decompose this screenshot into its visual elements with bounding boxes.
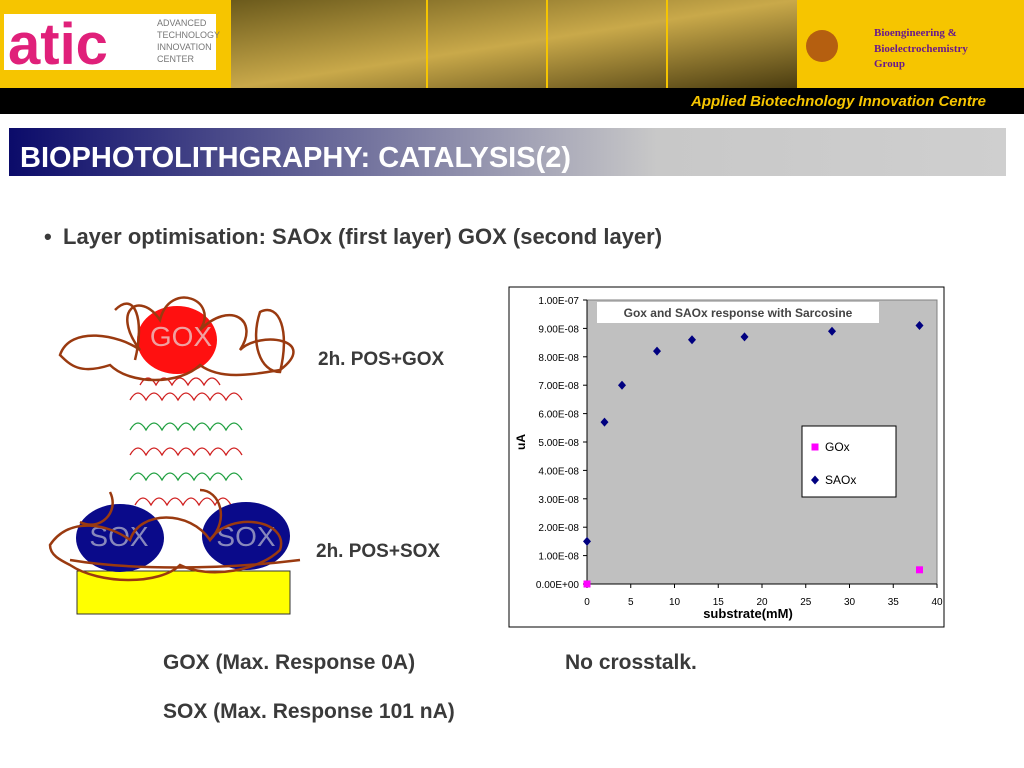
x-tick-label: 0 <box>584 597 590 608</box>
chart-title: Gox and SAOx response with Sarcosine <box>624 306 853 320</box>
slide-title: BIOPHOTOLITHGRAPHY: CATALYSIS(2) <box>20 142 571 174</box>
marker <box>740 332 749 342</box>
header-photos <box>231 0 797 88</box>
bullet-mark: • <box>44 224 52 249</box>
x-tick-label: 10 <box>669 597 681 608</box>
x-tick-label: 25 <box>800 597 812 608</box>
x-tick-label: 30 <box>844 597 856 608</box>
x-tick-label: 20 <box>756 597 768 608</box>
chart-title-box <box>597 302 879 323</box>
diagram-label: 2h. POS+GOX <box>318 349 445 370</box>
sox-enzyme <box>76 504 164 572</box>
group-line: Bioengineering & <box>874 27 957 39</box>
note: GOX (Max. Response 0A) <box>163 651 415 674</box>
marker <box>828 326 836 336</box>
banner-text: Applied Biotechnology Innovation Centre <box>690 93 986 110</box>
group-line: Bioelectrochemistry <box>874 43 968 55</box>
legend-label: GOx <box>825 440 850 454</box>
group-icon <box>806 30 838 62</box>
title-bar <box>9 128 1006 176</box>
x-tick-label: 15 <box>713 597 725 608</box>
group-line: Group <box>874 58 905 70</box>
legend-label: SAOx <box>825 473 856 487</box>
logo-line: CENTER <box>157 54 195 64</box>
x-axis-label: substrate(mM) <box>703 606 793 621</box>
bullet-text: Layer optimisation: SAOx (first layer) G… <box>63 224 662 249</box>
note: SOX (Max. Response 101 nA) <box>163 700 455 723</box>
y-tick-label: 5.00E-08 <box>538 438 579 449</box>
y-tick-label: 1.00E-08 <box>538 552 579 563</box>
y-tick-label: 4.00E-08 <box>538 466 579 477</box>
marker <box>583 536 591 546</box>
x-tick-label: 40 <box>931 597 943 608</box>
sox-enzyme <box>202 502 290 570</box>
y-tick-label: 3.00E-08 <box>538 495 579 506</box>
y-tick-label: 2.00E-08 <box>538 523 579 534</box>
logo: atic <box>8 12 108 77</box>
marker <box>600 417 609 427</box>
y-tick-label: 8.00E-08 <box>538 353 579 364</box>
y-tick-label: 9.00E-08 <box>538 324 579 335</box>
logo-line: INNOVATION <box>157 42 212 52</box>
logo-box <box>4 14 216 70</box>
legend-box <box>801 425 897 498</box>
marker <box>688 335 696 345</box>
linkers <box>129 377 243 507</box>
legend-marker <box>811 475 819 485</box>
logo-line: ADVANCED <box>157 18 207 28</box>
x-tick-label: 35 <box>888 597 900 608</box>
marker <box>583 580 591 588</box>
marker <box>653 346 661 356</box>
x-tick-label: 5 <box>628 597 634 608</box>
legend-marker <box>811 443 819 451</box>
logo-line: TECHNOLOGY <box>157 30 220 40</box>
marker <box>915 321 924 331</box>
marker <box>618 380 626 390</box>
polymer-strands <box>48 296 301 582</box>
y-axis-label: uA <box>514 434 528 450</box>
y-tick-label: 7.00E-08 <box>538 381 579 392</box>
diagram-label: 2h. POS+SOX <box>316 541 440 562</box>
gox-enzyme <box>137 306 217 374</box>
note: No crosstalk. <box>565 651 697 674</box>
marker <box>916 566 923 574</box>
y-tick-label: 1.00E-07 <box>538 296 579 307</box>
y-tick-label: 0.00E+00 <box>536 580 580 591</box>
banner <box>0 88 1024 114</box>
y-tick-label: 6.00E-08 <box>538 410 579 421</box>
